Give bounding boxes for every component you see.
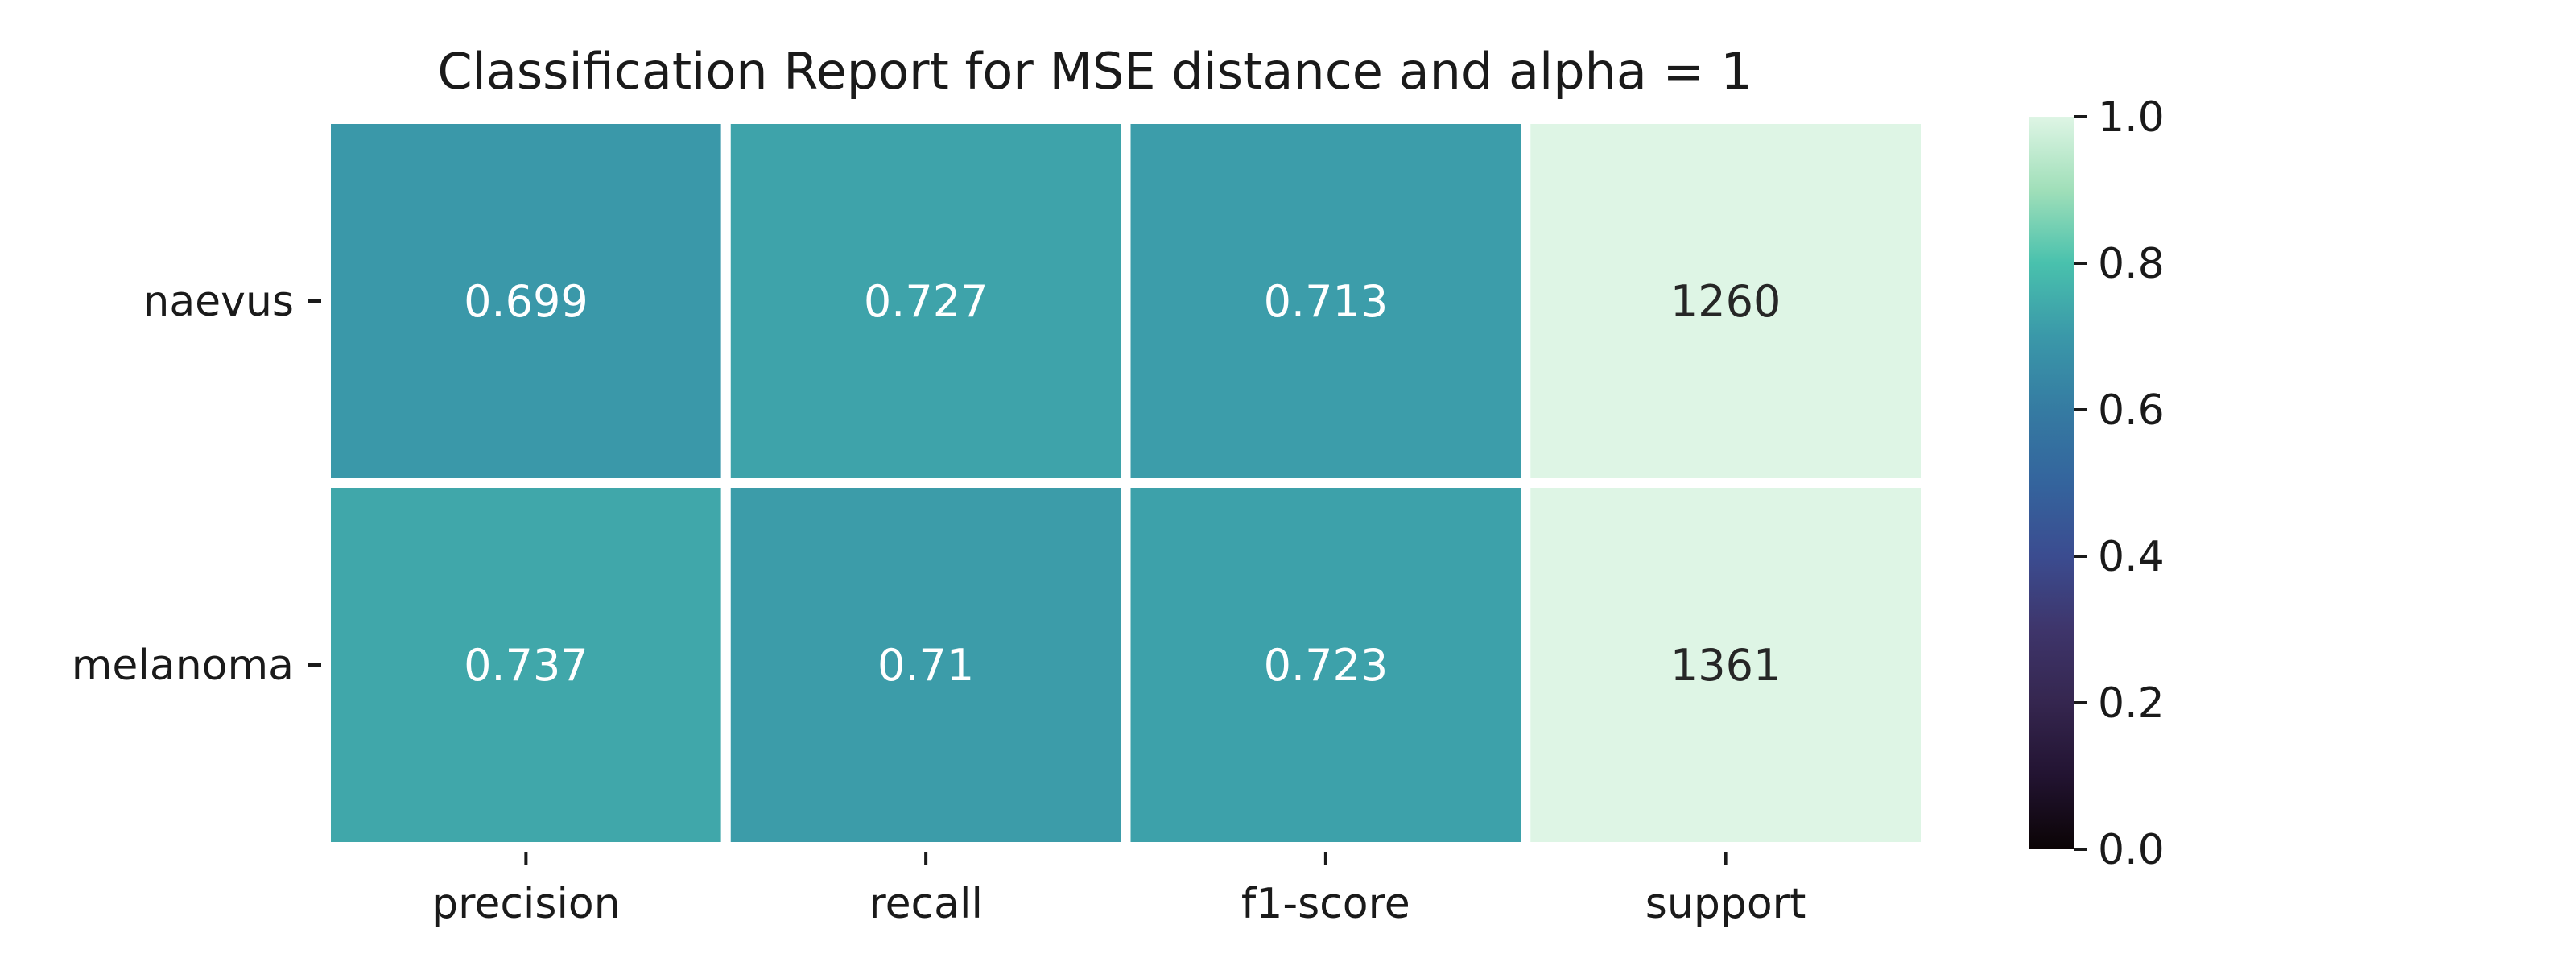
heatmap-cell-melanoma-support bbox=[1521, 478, 1930, 852]
colorbar-tick-label: 1.0 bbox=[2098, 93, 2165, 142]
colorbar-tick-label: 0.8 bbox=[2098, 240, 2165, 288]
colorbar-tick-label: 0.2 bbox=[2098, 679, 2165, 728]
heatmap-cell-melanoma-precision bbox=[321, 478, 731, 852]
heatmap-cells: 0.699 0.727 0.713 1260 0.737 0.71 0.723 1361 bbox=[321, 114, 1930, 852]
heatmap-cell-melanoma-f1-score bbox=[1121, 478, 1531, 852]
cell-value-label: 0.737 bbox=[464, 640, 588, 691]
colorbar-tick-label: 0.0 bbox=[2098, 826, 2165, 874]
column-label-support: support bbox=[1645, 880, 1806, 928]
heatmap-cell-naevus-recall bbox=[720, 114, 1131, 488]
colorbar-ticks: 0.0 0.2 0.4 0.6 0.8 1.0 bbox=[2074, 93, 2165, 874]
row-label-melanoma: melanoma bbox=[72, 642, 294, 690]
cell-value-label: 0.723 bbox=[1264, 640, 1389, 691]
heatmap-cell-melanoma-recall bbox=[720, 478, 1131, 852]
chart-title: Classification Report for MSE distance a… bbox=[437, 42, 1752, 101]
cell-value-label: 0.727 bbox=[864, 276, 989, 327]
column-label-precision: precision bbox=[431, 880, 621, 928]
column-label-f1-score: f1-score bbox=[1241, 880, 1410, 928]
row-label-naevus: naevus bbox=[142, 278, 294, 326]
cell-value-label: 0.699 bbox=[464, 276, 588, 327]
cell-value-label: 0.71 bbox=[877, 640, 974, 691]
colorbar-tick-label: 0.4 bbox=[2098, 533, 2165, 581]
cell-value-label: 1361 bbox=[1670, 640, 1781, 691]
cell-value-label: 1260 bbox=[1670, 276, 1781, 327]
column-label-recall: recall bbox=[869, 880, 983, 928]
colorbar bbox=[2029, 117, 2074, 849]
row-tick-labels: naevus melanoma bbox=[72, 278, 321, 690]
column-tick-labels: precision recall f1-score support bbox=[431, 852, 1806, 928]
heatmap-cell-naevus-precision bbox=[321, 114, 731, 488]
colorbar-tick-label: 0.6 bbox=[2098, 386, 2165, 435]
cell-value-label: 0.713 bbox=[1264, 276, 1389, 327]
heatmap-cell-naevus-support bbox=[1521, 114, 1930, 488]
